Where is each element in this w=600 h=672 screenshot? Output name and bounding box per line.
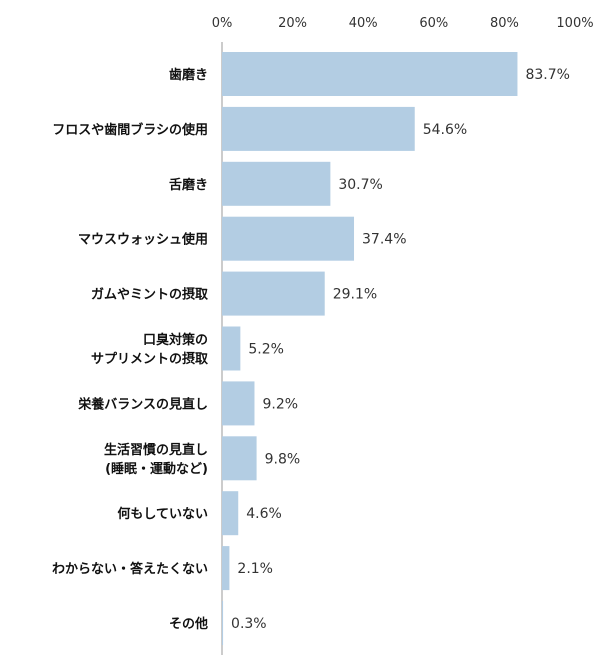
bar-value-label: 29.1% — [333, 287, 377, 303]
category-label: フロスや歯間ブラシの使用 — [52, 122, 208, 138]
x-tick-label: 100% — [556, 16, 593, 31]
category-label: ガムやミントの摂取 — [91, 287, 209, 303]
category-label: サプリメントの摂取 — [91, 351, 209, 367]
bar-value-label: 9.2% — [262, 396, 298, 412]
category-label: 舌磨き — [169, 177, 208, 193]
category-label: マウスウォッシュ使用 — [78, 232, 208, 248]
bar — [222, 216, 355, 261]
x-tick-label: 20% — [278, 16, 307, 31]
category-label: わからない・答えたくない — [52, 561, 208, 577]
bar — [222, 381, 255, 426]
bar — [222, 546, 230, 591]
bar — [222, 326, 241, 371]
x-tick-label: 0% — [212, 16, 233, 31]
category-label: 栄養バランスの見直し — [77, 396, 208, 412]
category-labels: 歯磨きフロスや歯間ブラシの使用舌磨きマウスウォッシュ使用ガムやミントの摂取口臭対… — [52, 67, 209, 632]
bar-value-label: 9.8% — [265, 451, 301, 467]
category-label: 何もしていない — [117, 506, 208, 522]
bar-value-label: 37.4% — [362, 232, 406, 248]
bar-value-label: 54.6% — [423, 122, 467, 138]
bar — [222, 491, 239, 536]
x-tick-label: 40% — [349, 16, 378, 31]
category-label: 歯磨き — [169, 67, 208, 83]
category-label: 生活習慣の見直し — [104, 442, 208, 458]
bar — [222, 52, 518, 96]
x-tick-label: 60% — [419, 16, 448, 31]
bar — [222, 106, 415, 151]
bar-value-label: 30.7% — [338, 177, 382, 193]
bar — [222, 161, 331, 206]
category-label: (睡眠・運動など) — [105, 461, 208, 477]
bar — [222, 271, 325, 316]
bar-value-label: 83.7% — [525, 67, 569, 83]
value-labels: 83.7% 54.6% 30.7% 37.4% 29.1% 5.2% 9.2% 9.8% 4.6… — [231, 67, 570, 632]
bar-value-label: 2.1% — [237, 561, 273, 577]
category-label: その他 — [169, 616, 208, 632]
bar — [222, 601, 224, 645]
bars — [222, 52, 518, 645]
x-tick-label: 80% — [490, 16, 519, 31]
category-label: 口臭対策の — [143, 332, 208, 348]
bar-value-label: 0.3% — [231, 616, 267, 632]
bar-value-label: 5.2% — [248, 342, 284, 358]
x-axis-ticks: 0% 20% 40% 60% 80% 100% — [212, 16, 594, 31]
bar-value-label: 4.6% — [246, 506, 282, 522]
bar — [222, 436, 257, 481]
